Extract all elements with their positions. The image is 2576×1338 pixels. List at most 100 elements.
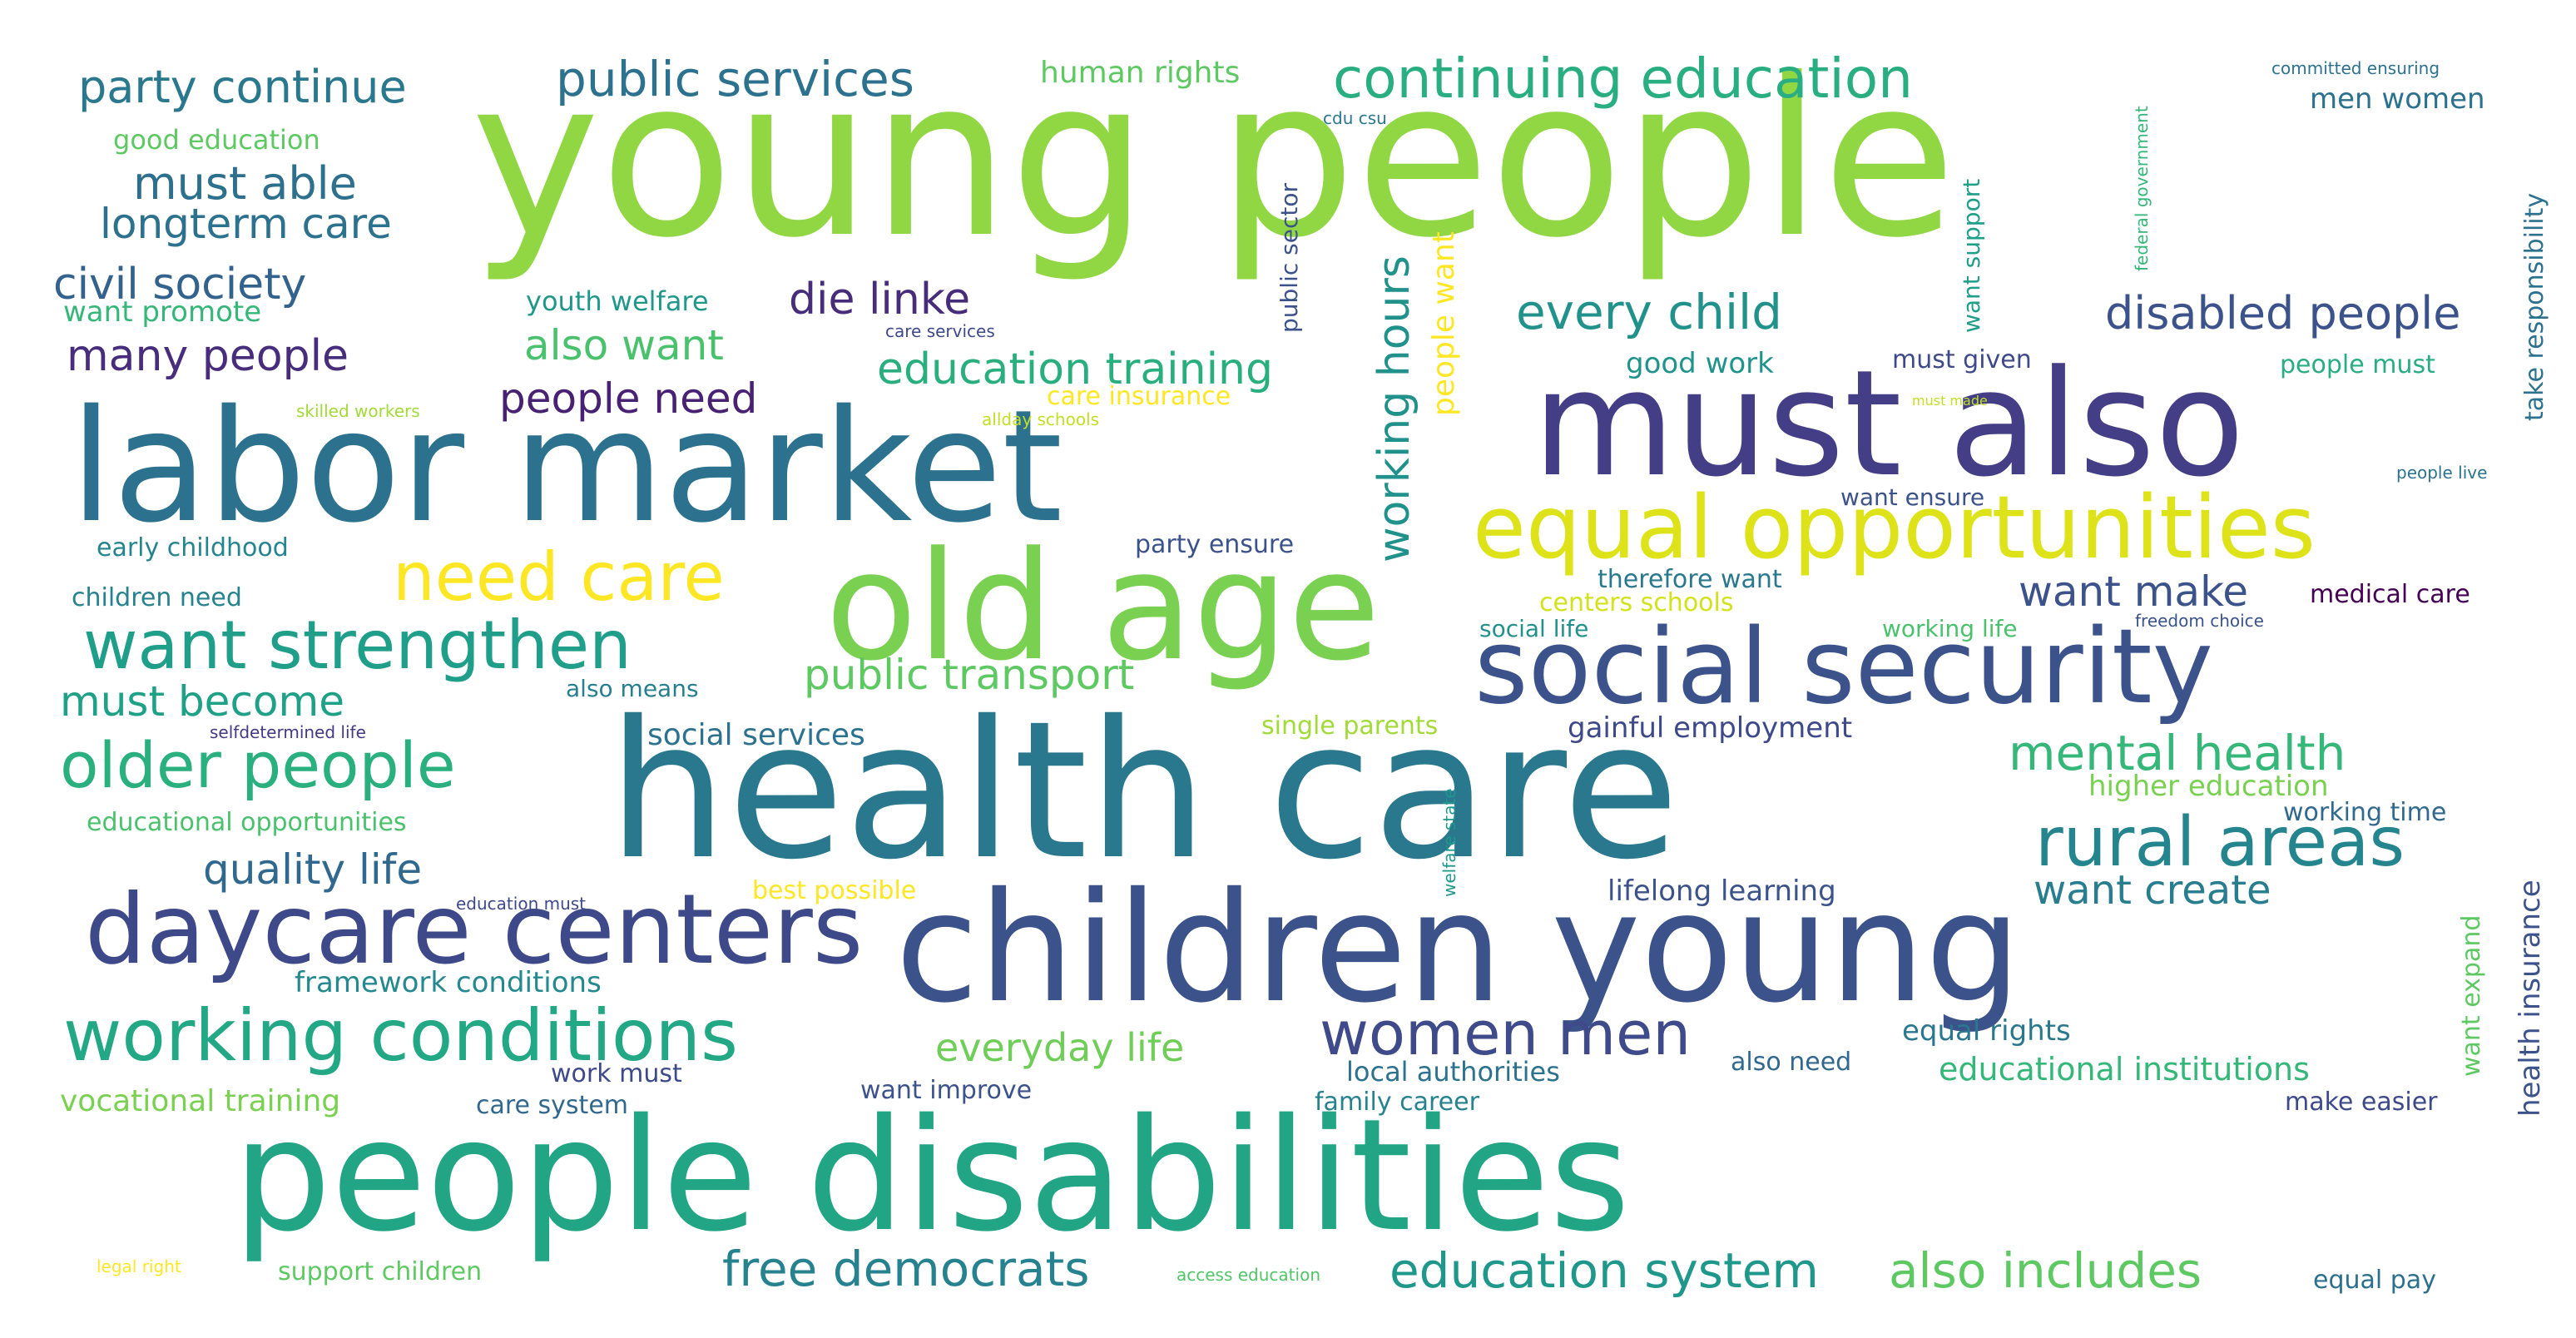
word: make easier (2285, 1088, 2438, 1117)
word: want create (2034, 867, 2271, 914)
word: also means (566, 675, 699, 702)
word: want improve (860, 1076, 1033, 1105)
word: old age (825, 520, 1380, 694)
word: social life (1479, 615, 1589, 642)
word: must become (60, 677, 344, 726)
word: early childhood (97, 533, 289, 562)
word: skilled workers (296, 401, 420, 421)
word-vertical: federal government (2132, 106, 2152, 271)
word: good education (113, 124, 320, 156)
word: social services (647, 718, 865, 752)
word: care services (885, 321, 995, 341)
word: also need (1731, 1048, 1852, 1077)
word: quality life (203, 845, 423, 894)
word: public transport (804, 651, 1135, 699)
word: children young (895, 860, 2022, 1036)
word: daycare centers (85, 874, 864, 986)
word: health care (607, 680, 1680, 901)
word: everyday life (935, 1025, 1185, 1070)
word: children need (72, 583, 242, 612)
word: people disabilities (233, 1085, 1631, 1266)
word: want ensure (1840, 483, 1985, 511)
word-vertical: welfare state (1439, 788, 1459, 897)
word: party continue (78, 61, 407, 113)
word-vertical: health insurance (2514, 880, 2547, 1117)
word: working time (2283, 798, 2447, 827)
word: vocational training (60, 1084, 341, 1118)
word-vertical: want support (1958, 178, 1985, 333)
word: working conditions (63, 994, 738, 1078)
word: committed ensuring (2271, 58, 2440, 78)
word: equal opportunities (1473, 477, 2316, 578)
word: care system (476, 1091, 629, 1120)
word: social security (1474, 607, 2214, 727)
word: rural areas (2035, 803, 2405, 882)
word: best possible (752, 876, 917, 905)
word: allday schools (982, 409, 1100, 429)
word: people live (2396, 463, 2488, 483)
word: medical care (2310, 580, 2470, 609)
word: working life (1882, 615, 2018, 642)
word: education training (877, 344, 1273, 394)
word: men women (2310, 82, 2485, 116)
word: legal right (97, 1256, 181, 1276)
word-vertical: want expand (2457, 914, 2486, 1077)
word-vertical: people want (1427, 231, 1461, 416)
word: therefore want (1598, 565, 1782, 594)
word-vertical: public sector (1276, 183, 1303, 333)
word: young people (471, 32, 1957, 285)
word: must able (133, 157, 357, 210)
word: local authorities (1346, 1056, 1560, 1088)
word: family career (1315, 1088, 1479, 1117)
word: lifelong learning (1608, 875, 1836, 908)
word: equal pay (2313, 1266, 2436, 1295)
word: die linke (789, 275, 971, 325)
word: mental health (2009, 725, 2346, 781)
word: continuing education (1333, 47, 1913, 111)
word: longterm care (100, 200, 392, 248)
word: selfdetermined life (210, 722, 366, 742)
word: older people (60, 728, 456, 802)
word: many people (67, 331, 349, 381)
word: women men (1320, 999, 1691, 1068)
word: free democrats (722, 1241, 1090, 1297)
word: higher education (2088, 770, 2329, 803)
word: every child (1516, 284, 1782, 340)
word: cdu csu (1323, 108, 1387, 128)
word: want strengthen (83, 607, 632, 684)
word: want make (2019, 567, 2249, 616)
word: youth welfare (526, 285, 709, 317)
word: civil society (53, 260, 307, 310)
word: access education (1177, 1265, 1320, 1285)
word: education system (1390, 1242, 1819, 1299)
word: party ensure (1135, 530, 1295, 559)
word: must also (1533, 339, 2245, 509)
word: freedom choice (2135, 611, 2264, 631)
word: labor market (70, 376, 1063, 557)
word: want promote (63, 295, 262, 329)
word: must given (1892, 345, 2032, 374)
word: single parents (1261, 711, 1439, 741)
word: work must (551, 1059, 682, 1088)
word-vertical: take responsibility (2520, 192, 2549, 421)
word: people must (2280, 350, 2435, 379)
word: centers schools (1539, 588, 1734, 617)
word-vertical: working hours (1370, 255, 1419, 562)
word: also includes (1889, 1242, 2202, 1299)
word: gainful employment (1568, 711, 1853, 745)
word: good work (1626, 347, 1774, 380)
word: equal rights (1902, 1014, 2071, 1048)
word: education must (456, 894, 587, 914)
word: public services (556, 51, 914, 107)
word: educational opportunities (87, 808, 407, 837)
word: disabled people (2105, 287, 2461, 339)
word: need care (393, 538, 725, 616)
word: support children (278, 1257, 483, 1286)
word: people need (499, 374, 758, 423)
word: educational institutions (1939, 1051, 2310, 1088)
word: human rights (1040, 56, 1241, 90)
word: also want (524, 321, 724, 369)
word: framework conditions (295, 966, 602, 999)
word: care insurance (1047, 382, 1231, 411)
